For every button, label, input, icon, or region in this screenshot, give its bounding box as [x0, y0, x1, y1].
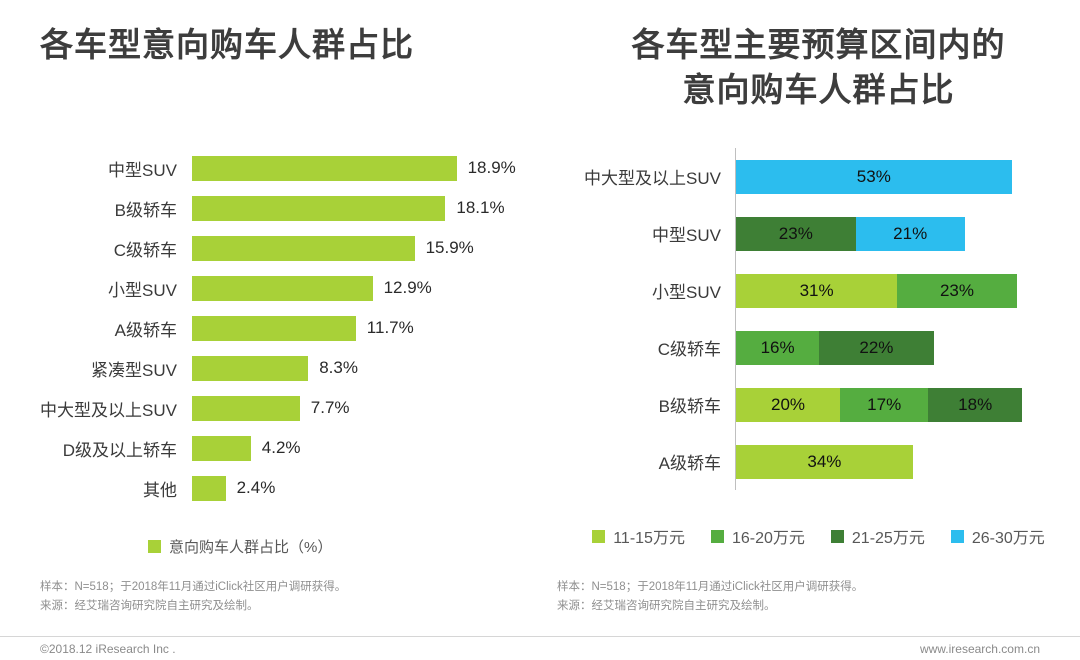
category-label: 紧凑型SUV	[91, 360, 177, 380]
bar-segment: 23%	[736, 216, 856, 251]
left-chart-notes: 样本：N=518；于2018年11月通过iClick社区用户调研获得。 来源：经…	[40, 578, 535, 616]
category-label: 中型SUV	[652, 226, 721, 245]
sample-note: 样本：N=518；于2018年11月通过iClick社区用户调研获得。	[557, 581, 864, 593]
legend-label: 16-20万元	[731, 530, 805, 547]
stacked-bar-row: 34%	[736, 433, 1022, 490]
right-chart-title: 各车型主要预算区间内的 意向购车人群占比	[557, 22, 1080, 112]
bar-segment: 34%	[736, 444, 913, 479]
value-label: 12.9%	[383, 278, 432, 297]
category-label: D级及以上轿车	[62, 440, 177, 460]
legend-swatch-icon	[592, 529, 606, 543]
right-chart: 各车型主要预算区间内的 意向购车人群占比 中大型及以上SUV 中型SUV 小型SUV C…	[535, 0, 1080, 616]
stacked-bar-row: 53%	[736, 148, 1022, 205]
value-label: 18.9%	[467, 158, 516, 177]
left-chart-title: 各车型意向购车人群占比	[40, 26, 414, 63]
sample-note: 样本：N=518；于2018年11月通过iClick社区用户调研获得。	[40, 581, 347, 593]
right-chart-category-labels: 中大型及以上SUV 中型SUV 小型SUV C级轿车 B级轿车 A级轿车	[557, 148, 735, 490]
right-chart-title-line1: 各车型主要预算区间内的	[631, 26, 1006, 63]
category-label: C级轿车	[657, 340, 721, 359]
bar-row: 小型SUV 12.9%	[40, 268, 535, 308]
value-label: 7.7%	[310, 398, 350, 417]
stacked-bar-row: 20% 17% 18%	[736, 376, 1022, 433]
bar-row: 紧凑型SUV 8.3%	[40, 348, 535, 388]
right-chart-notes: 样本：N=518；于2018年11月通过iClick社区用户调研获得。 来源：经…	[557, 578, 1080, 616]
category-label: A级轿车	[114, 320, 177, 340]
legend-label: 26-30万元	[971, 530, 1045, 547]
category-label: 其他	[143, 480, 177, 500]
bar-segment: 20%	[736, 387, 840, 422]
legend-item: 11-15万元	[592, 524, 685, 548]
legend-item: 26-30万元	[950, 524, 1045, 548]
left-chart: 各车型意向购车人群占比 中型SUV 18.9% B级轿车 18.1% C级轿车 15.9%…	[0, 0, 535, 616]
right-chart-plot-area: 中大型及以上SUV 中型SUV 小型SUV C级轿车 B级轿车 A级轿车 53% 23% 21…	[557, 148, 1080, 490]
right-chart-legend: 11-15万元 16-20万元 21-25万元 26-30万元	[557, 524, 1080, 548]
stacked-bar-row: 23% 21%	[736, 205, 1022, 262]
legend-swatch-icon	[710, 529, 724, 543]
left-chart-plot-area: 中型SUV 18.9% B级轿车 18.1% C级轿车 15.9% 小型SUV 12.9% A级…	[40, 148, 535, 508]
bar-segment: 21%	[855, 216, 965, 251]
bar	[192, 435, 251, 461]
right-chart-title-box: 各车型主要预算区间内的 意向购车人群占比	[557, 16, 1080, 148]
bar-segment: 17%	[840, 387, 929, 422]
bar	[192, 275, 373, 301]
copyright-text: ©2018.12 iResearch Inc .	[40, 641, 176, 656]
legend-swatch-icon	[950, 529, 964, 543]
category-label: 小型SUV	[108, 280, 177, 300]
value-label: 15.9%	[425, 238, 474, 257]
legend-item: 意向购车人群占比（%）	[148, 536, 332, 557]
legend-swatch-icon	[148, 540, 161, 553]
bar-row: D级及以上轿车 4.2%	[40, 428, 535, 468]
source-note: 来源：经艾瑞咨询研究院自主研究及绘制。	[557, 600, 776, 612]
bar-segment: 31%	[736, 273, 898, 308]
category-label: B级轿车	[114, 200, 177, 220]
legend-item: 21-25万元	[830, 524, 925, 548]
bar	[192, 355, 309, 381]
category-label: 中大型及以上SUV	[584, 169, 721, 188]
legend-label: 21-25万元	[851, 530, 925, 547]
legend-item: 16-20万元	[710, 524, 805, 548]
value-label: 8.3%	[319, 358, 358, 377]
left-chart-legend: 意向购车人群占比（%）	[148, 536, 535, 557]
bar	[192, 195, 446, 221]
bar-row: 其他 2.4%	[40, 468, 535, 508]
right-chart-title-line2: 意向购车人群占比	[682, 71, 955, 108]
bar-segment: 23%	[897, 273, 1017, 308]
charts-row: 各车型意向购车人群占比 中型SUV 18.9% B级轿车 18.1% C级轿车 15.9%…	[0, 0, 1080, 616]
legend-label: 意向购车人群占比（%）	[169, 539, 333, 556]
right-chart-bars: 53% 23% 21% 31% 23% 16% 22% 20% 17% 18% 34%	[735, 148, 1022, 490]
source-note: 来源：经艾瑞咨询研究院自主研究及绘制。	[40, 600, 259, 612]
category-label: C级轿车	[113, 240, 177, 260]
category-label: 中大型及以上SUV	[40, 400, 177, 420]
page-footer: ©2018.12 iResearch Inc . www.iresearch.c…	[0, 636, 1080, 660]
bar	[192, 155, 457, 181]
value-label: 18.1%	[456, 198, 505, 217]
value-label: 11.7%	[366, 318, 414, 337]
bar	[192, 395, 300, 421]
bar	[192, 235, 415, 261]
legend-label: 11-15万元	[613, 530, 685, 547]
bar	[192, 315, 356, 341]
category-label: 中型SUV	[108, 160, 177, 180]
stacked-bar-row: 16% 22%	[736, 319, 1022, 376]
bar-segment: 18%	[928, 387, 1022, 422]
bar-row: 中型SUV 18.9%	[40, 148, 535, 188]
left-chart-title-box: 各车型意向购车人群占比	[40, 16, 535, 148]
bar-segment: 16%	[736, 330, 820, 365]
value-label: 2.4%	[236, 478, 276, 497]
bar-segment: 53%	[736, 159, 1012, 194]
bar	[192, 475, 226, 501]
website-url: www.iresearch.com.cn	[919, 641, 1040, 656]
category-label: A级轿车	[658, 454, 721, 473]
bar-segment: 22%	[819, 330, 934, 365]
value-label: 4.2%	[261, 438, 301, 457]
legend-swatch-icon	[830, 529, 844, 543]
category-label: B级轿车	[658, 397, 721, 416]
stacked-bar-row: 31% 23%	[736, 262, 1022, 319]
category-label: 小型SUV	[652, 283, 721, 302]
bar-row: C级轿车 15.9%	[40, 228, 535, 268]
bar-row: 中大型及以上SUV 7.7%	[40, 388, 535, 428]
bar-row: A级轿车 11.7%	[40, 308, 535, 348]
bar-row: B级轿车 18.1%	[40, 188, 535, 228]
